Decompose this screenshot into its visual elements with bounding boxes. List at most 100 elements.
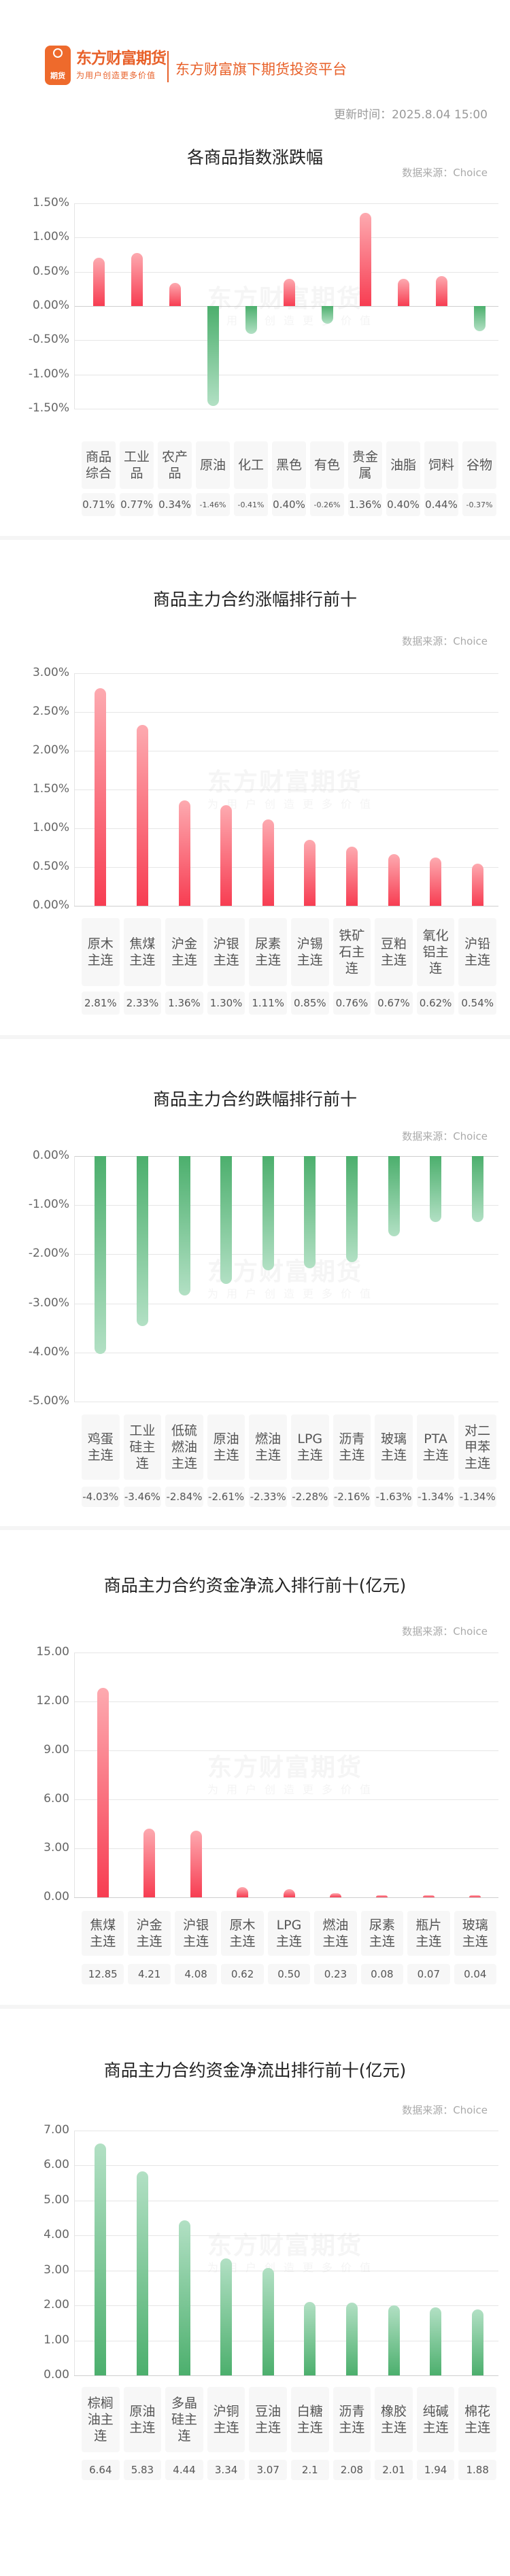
bar-net-outflow[interactable] (304, 2302, 316, 2375)
category-label: 燃油 主连 (314, 1911, 357, 1956)
bar-top-losers[interactable] (178, 1156, 190, 1296)
y-axis-tick: 1.50% (32, 196, 69, 209)
category-label: LPG 主连 (291, 1414, 329, 1480)
y-axis-line (74, 2131, 75, 2375)
bar-net-inflow[interactable] (376, 1895, 388, 1897)
bar-net-inflow[interactable] (143, 1828, 156, 1897)
category-label-text: 原油 (199, 458, 226, 473)
bar-top-gainers[interactable] (388, 853, 400, 906)
category-label-text: 尿素 主连 (255, 936, 282, 968)
bar-net-inflow[interactable] (329, 1893, 341, 1897)
bar-index-change[interactable] (435, 275, 447, 306)
bar-index-change[interactable] (169, 282, 181, 306)
bar-index-change[interactable] (207, 306, 219, 406)
category-label: 瓶片 主连 (407, 1911, 450, 1956)
category-label: 沥青 主连 (333, 2387, 371, 2452)
bar-top-gainers[interactable] (220, 804, 233, 906)
value-label: -1.63% (375, 1487, 413, 1507)
category-label-text: 原木 主连 (87, 936, 114, 968)
bar-net-outflow[interactable] (220, 2258, 233, 2375)
category-label-text: 饲料 (428, 458, 454, 473)
chart-title: 商品主力合约涨幅排行前十 (152, 590, 357, 609)
value-label: 4.08 (174, 1964, 218, 1984)
value-label: 0.23 (314, 1964, 357, 1984)
bar-index-change[interactable] (283, 278, 295, 306)
watermark-slogan: 为用户创造更多价值 (207, 2261, 379, 2274)
chart-title: 商品主力合约资金净流入排行前十(亿元) (103, 1576, 407, 1595)
bar-net-inflow[interactable] (283, 1889, 295, 1897)
bar-net-inflow[interactable] (469, 1895, 481, 1897)
bar-top-losers[interactable] (388, 1156, 400, 1236)
bar-top-losers[interactable] (95, 1156, 107, 1354)
app-logo: 期货 (45, 46, 71, 85)
value-label: 0.77% (120, 493, 154, 516)
value-label: -2.16% (333, 1487, 371, 1507)
section-divider (0, 536, 510, 540)
y-axis-tick: -1.50% (28, 401, 69, 415)
category-label: 焦煤 主连 (123, 918, 162, 986)
bar-net-inflow[interactable] (237, 1887, 249, 1897)
value-label: 0.67% (375, 992, 413, 1015)
bar-net-outflow[interactable] (430, 2307, 442, 2375)
bar-top-gainers[interactable] (262, 819, 274, 906)
y-axis-tick: 5.00 (44, 2192, 69, 2207)
bar-index-change[interactable] (245, 306, 257, 335)
bar-top-losers[interactable] (262, 1156, 274, 1271)
bar-index-change[interactable] (397, 278, 409, 306)
bar-top-losers[interactable] (304, 1156, 316, 1268)
bar-net-inflow[interactable] (97, 1687, 109, 1897)
category-label: 尿素 主连 (360, 1911, 404, 1956)
bar-net-outflow[interactable] (136, 2171, 148, 2375)
bar-index-change[interactable] (321, 306, 333, 324)
category-label: 玻璃 主连 (375, 1414, 413, 1480)
bar-net-outflow[interactable] (471, 2309, 483, 2375)
bar-top-gainers[interactable] (304, 840, 316, 906)
bar-top-losers[interactable] (471, 1156, 483, 1222)
watermark-slogan: 为用户创造更多价值 (207, 314, 379, 327)
category-label: 多晶 硅主连 (165, 2387, 203, 2452)
section-divider (0, 1035, 510, 1039)
bar-net-outflow[interactable] (95, 2143, 107, 2375)
y-axis-tick: 1.00% (32, 821, 69, 834)
bar-top-gainers[interactable] (430, 858, 442, 906)
bar-index-change[interactable] (473, 306, 486, 332)
y-axis-tick: 12.00 (36, 1694, 69, 1708)
gridline (74, 2375, 498, 2376)
bar-index-change[interactable] (92, 257, 105, 306)
category-label-text: 化工 (237, 458, 264, 473)
bar-net-inflow[interactable] (422, 1895, 435, 1897)
bar-top-gainers[interactable] (178, 800, 190, 906)
bar-top-losers[interactable] (220, 1156, 233, 1285)
category-label-text: 沪铜 主连 (213, 2404, 239, 2435)
gridline (74, 867, 498, 868)
bar-net-outflow[interactable] (178, 2220, 190, 2375)
bar-top-gainers[interactable] (471, 864, 483, 906)
watermark: 东方财富期货 (207, 768, 363, 796)
bar-top-gainers[interactable] (136, 725, 148, 906)
value-label: 0.40% (272, 493, 306, 516)
value-label: 0.85% (291, 992, 329, 1015)
value-label: 0.50 (267, 1964, 311, 1984)
data-source-label: 数据来源：Choice (402, 1130, 488, 1142)
bar-top-gainers[interactable] (95, 688, 107, 906)
bar-index-change[interactable] (131, 253, 143, 306)
bar-top-losers[interactable] (136, 1156, 148, 1326)
value-label: -3.46% (123, 1487, 162, 1507)
category-label: PTA 主连 (416, 1414, 455, 1480)
category-label-text: 原木 主连 (229, 1918, 256, 1949)
bar-net-outflow[interactable] (262, 2268, 274, 2375)
value-label: 0.62 (221, 1964, 264, 1984)
bar-net-outflow[interactable] (388, 2305, 400, 2375)
category-label: 沪锡 主连 (291, 918, 329, 986)
value-label: -4.03% (82, 1487, 120, 1507)
bar-top-losers[interactable] (430, 1156, 442, 1222)
watermark: 东方财富期货 (207, 2232, 363, 2260)
bar-net-inflow[interactable] (190, 1831, 202, 1897)
bar-net-outflow[interactable] (345, 2303, 358, 2375)
gridline (74, 1799, 498, 1800)
bar-top-gainers[interactable] (345, 847, 358, 906)
bar-top-losers[interactable] (345, 1156, 358, 1262)
bar-index-change[interactable] (359, 213, 371, 306)
y-axis-tick: 1.00 (44, 2333, 69, 2347)
y-axis-tick: 2.00 (44, 2298, 69, 2312)
